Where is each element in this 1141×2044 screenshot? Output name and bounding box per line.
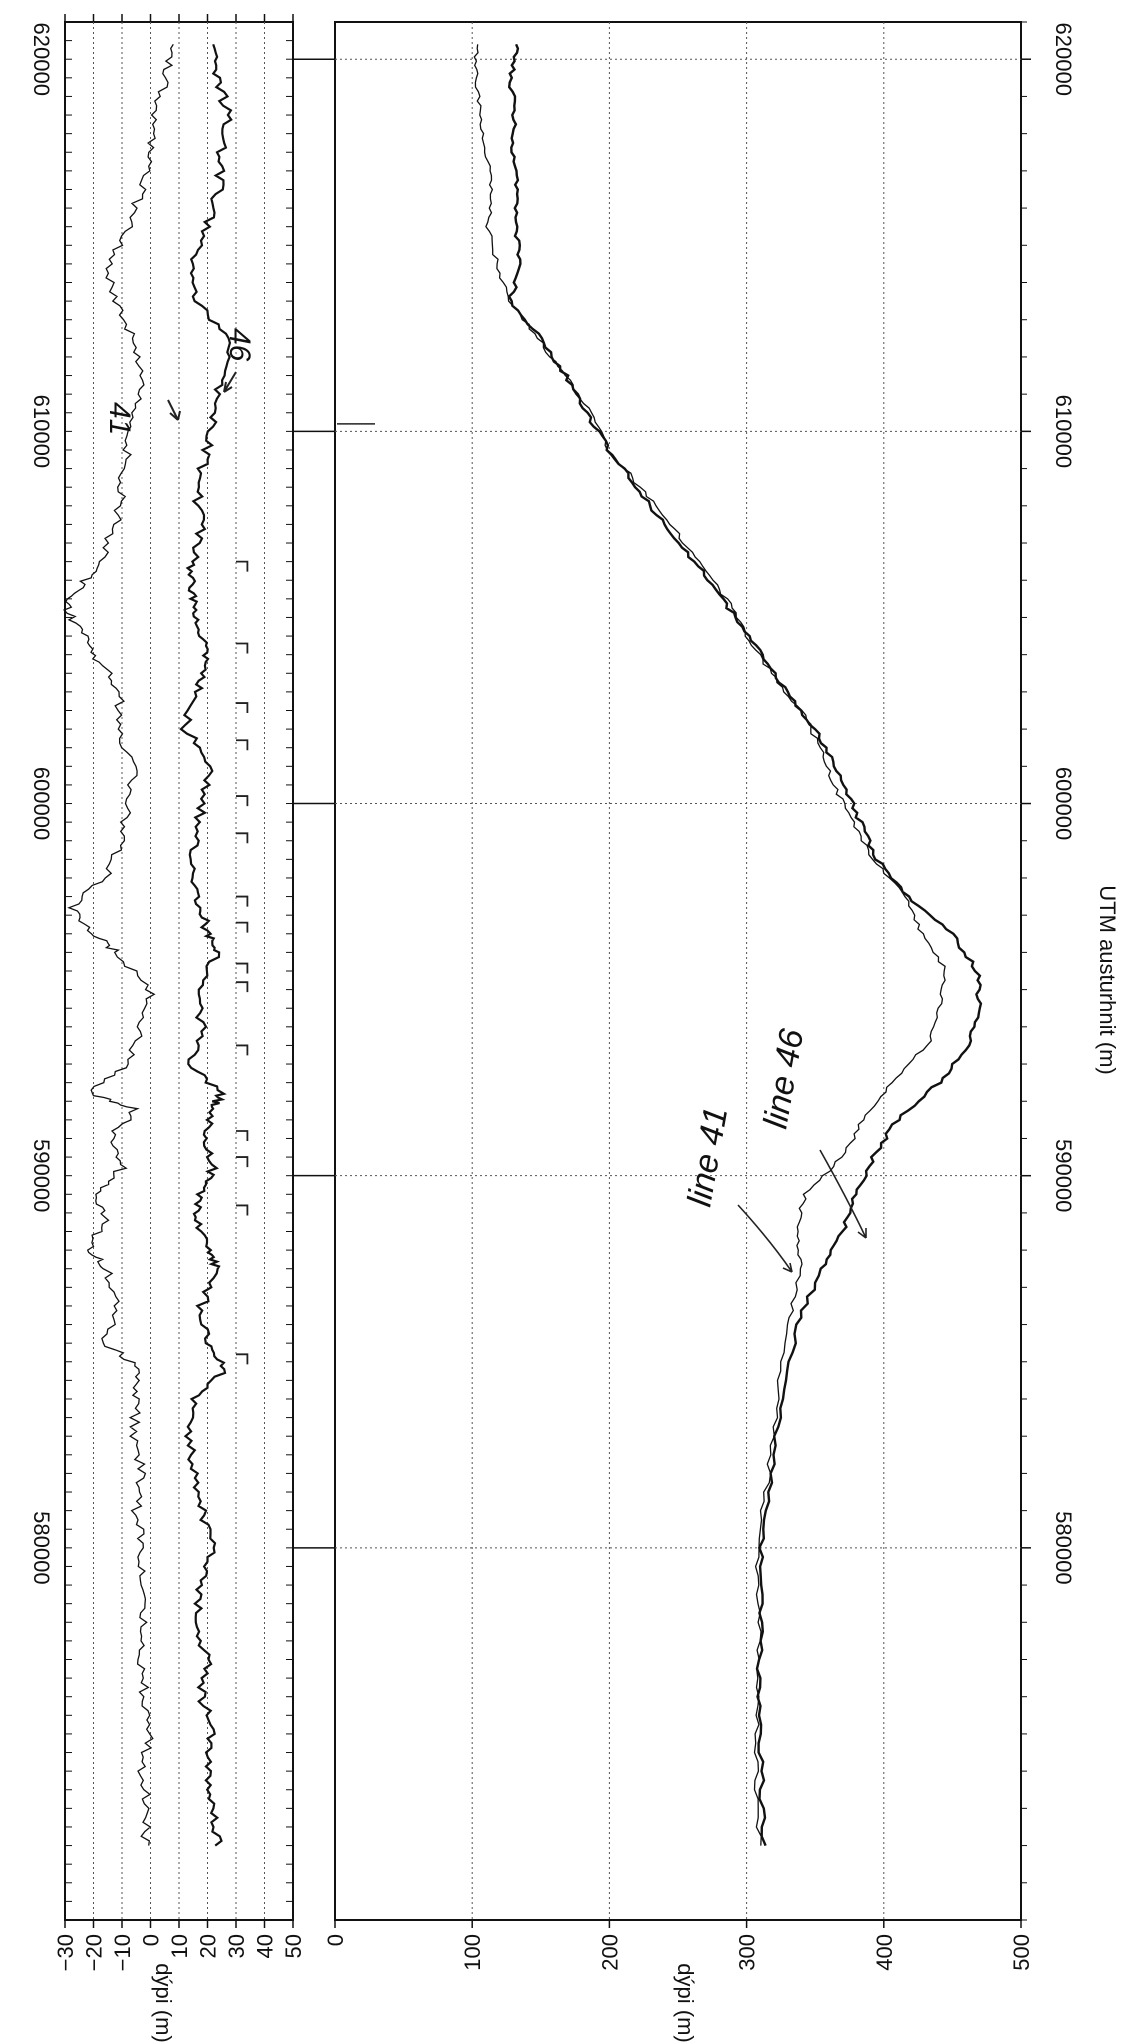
top-panel-frame	[64, 21, 294, 1921]
bottom-y-tick-label: 300	[735, 1934, 760, 1971]
top-y-tick-label: 20	[196, 1934, 221, 1958]
handwritten-tick-mark	[236, 1156, 249, 1168]
handwritten-tick-mark	[236, 642, 249, 654]
handwritten-tick-mark	[236, 1044, 249, 1056]
handwritten-tick-mark	[236, 1130, 249, 1142]
top-y-tick-label: 10	[167, 1934, 192, 1958]
x-tick-label-right: 610000	[1051, 395, 1076, 468]
handwritten-tick-mark	[236, 895, 249, 907]
annotation-41-top: 41	[103, 402, 136, 435]
bottom-series-line-line-46	[507, 43, 983, 1847]
handwritten-tick-mark	[236, 560, 249, 572]
bottom-ylabel: dýpi (m)	[673, 1963, 698, 2042]
handwritten-annotations: 41 46 line 41 line 46	[103, 328, 867, 1273]
top-series-line-46	[179, 43, 233, 1847]
handwritten-tick-mark	[236, 981, 249, 993]
annotation-line46: line 46	[756, 1026, 811, 1131]
x-tick-label-left: 610000	[29, 395, 54, 468]
x-tick-label-right: 590000	[1051, 1139, 1076, 1212]
bottom-xlabel: UTM austurhnit (m)	[1095, 885, 1120, 1074]
bottom-panel-grid	[335, 22, 1021, 1920]
bottom-panel-frame	[334, 21, 1022, 1921]
annotation-arrow-46-top	[223, 371, 237, 393]
handwritten-tick-mark	[236, 1204, 249, 1216]
x-tick-label-right: 620000	[1051, 23, 1076, 96]
handwritten-tick-mark	[236, 739, 249, 751]
handwritten-tick-mark	[236, 832, 249, 844]
handwritten-tick-mark	[236, 702, 249, 714]
top-ylabel: dýpi (m)	[151, 1963, 176, 2042]
x-tick-label-right: 580000	[1051, 1511, 1076, 1584]
bottom-y-tick-label: 100	[460, 1934, 485, 1971]
top-y-tick-label: −30	[53, 1934, 78, 1971]
bottom-panel-y-ticks: 0 100 200 300 400 500	[323, 21, 1034, 1971]
handwritten-tick-mark	[236, 1353, 249, 1365]
annotation-line41: line 41	[680, 1104, 735, 1209]
handwritten-tick-mark	[236, 962, 249, 974]
top-y-tick-label: 40	[253, 1934, 278, 1958]
top-panel-grid	[93, 22, 265, 1920]
bottom-y-tick-label: 200	[597, 1934, 622, 1971]
x-tick-label-left: 620000	[29, 23, 54, 96]
top-y-tick-label: 30	[224, 1934, 249, 1958]
x-tick-label-right: 600000	[1051, 767, 1076, 840]
bottom-panel-series	[473, 43, 983, 1847]
x-tick-label-left: 600000	[29, 767, 54, 840]
handwritten-tick-mark	[236, 921, 249, 933]
x-tick-label-left: 580000	[29, 1511, 54, 1584]
bottom-y-tick-label: 0	[323, 1934, 348, 1946]
bottom-y-tick-label: 500	[1009, 1934, 1034, 1971]
annotation-arrow-line46	[819, 1149, 867, 1239]
top-y-tick-label: 0	[139, 1934, 164, 1946]
x-axis-tick-labels: 580000 580000 590000 590000 600000 600000 6100…	[29, 23, 1076, 1585]
bottom-y-tick-label: 400	[872, 1934, 897, 1971]
top-y-tick-label: −10	[110, 1934, 135, 1971]
top-panel-series	[62, 43, 233, 1847]
annotation-arrow-41-top	[167, 399, 181, 421]
top-series-line-41	[62, 43, 174, 1846]
top-panel-handwritten-marks	[236, 423, 375, 1365]
top-panel-y-ticks: −30 −20 −10 0 10 20 30 40 50	[53, 14, 306, 1971]
top-y-tick-label: 50	[281, 1934, 306, 1958]
x-tick-label-left: 590000	[29, 1139, 54, 1212]
annotation-46-top: 46	[223, 328, 256, 362]
handwritten-tick-mark	[236, 795, 249, 807]
bottom-series-line-line-41	[473, 44, 946, 1846]
annotation-arrow-line41	[737, 1204, 793, 1273]
top-y-tick-label: −20	[82, 1934, 107, 1971]
